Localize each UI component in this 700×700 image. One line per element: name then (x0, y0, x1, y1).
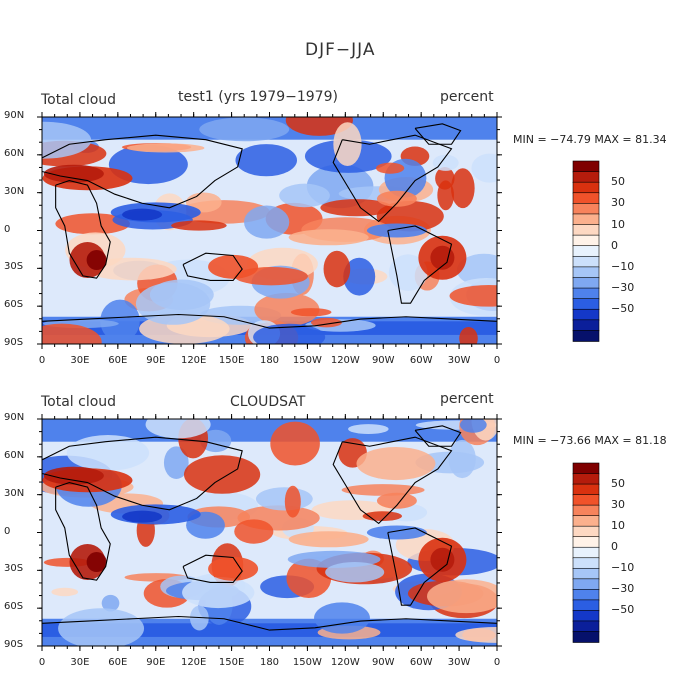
x-tick-label: 60E (108, 355, 128, 366)
y-tick-label: 0 (4, 223, 11, 235)
colorbar-swatch (572, 473, 600, 485)
colorbar-swatch (572, 578, 600, 591)
x-tick-label: 60E (108, 657, 128, 668)
y-tick-label: 30S (4, 261, 24, 273)
x-tick-label: 30W (447, 355, 471, 366)
x-tick-label: 90W (371, 355, 395, 366)
y-tick-label: 60N (4, 147, 25, 159)
colorbar-tick-label: 10 (611, 519, 625, 533)
colorbar-tick-label: 50 (611, 477, 625, 491)
panel-stats: MIN = −73.66 MAX = 81.18 (513, 434, 667, 447)
colorbar-swatch (572, 589, 600, 601)
y-tick-label: 60S (4, 601, 24, 613)
panel-units-label: percent (440, 89, 494, 105)
panel-stats: MIN = −74.79 MAX = 81.34 (513, 133, 667, 146)
colorbar-tick-label: −50 (611, 603, 635, 617)
x-tick-label: 120W (330, 355, 360, 366)
colorbar-swatch (572, 504, 600, 517)
colorbar-swatch (572, 494, 600, 506)
colorbar-swatch (572, 515, 600, 527)
y-tick-label: 30N (4, 185, 25, 197)
colorbar-swatch (572, 536, 600, 549)
colorbar-swatch (572, 620, 600, 633)
y-tick-label: 90N (4, 110, 25, 121)
colorbar-swatch (572, 557, 600, 570)
x-tick-label: 30E (70, 355, 90, 366)
x-tick-label: 120E (180, 657, 207, 668)
x-tick-label: 0 (38, 657, 46, 668)
colorbar-swatch (572, 525, 600, 538)
colorbar-swatch (572, 546, 600, 559)
colorbar-tick-label: −30 (611, 281, 635, 295)
colorbar-tick-label: 0 (611, 238, 618, 252)
x-tick-label: 60W (409, 355, 433, 366)
panel-variable-label: Total cloud (41, 92, 117, 108)
colorbar-swatch (572, 631, 600, 643)
colorbar-tick-label: −50 (611, 302, 635, 316)
colorbar-tick-label: −30 (611, 582, 635, 596)
panel-units-label: percent (440, 391, 494, 407)
y-tick-label: 90S (4, 639, 24, 650)
x-tick-label: 150E (218, 657, 245, 668)
panel-variable-label: Total cloud (41, 394, 117, 410)
colorbar-swatch (572, 483, 600, 496)
y-tick-label: 30S (4, 563, 24, 575)
x-tick-label: 150W (292, 355, 322, 366)
y-tick-label: 30N (4, 487, 25, 499)
y-tick-label: 0 (4, 525, 11, 537)
colorbar-swatch (572, 599, 600, 612)
x-tick-label: 120E (180, 355, 207, 366)
colorbar-tick-label: −10 (611, 259, 635, 273)
x-tick-label: 150W (292, 657, 322, 668)
colorbar-tick-label: 50 (611, 175, 625, 189)
y-tick-label: 90S (4, 337, 24, 348)
panel-center-title: test1 (yrs 1979−1979) (178, 89, 338, 105)
x-tick-label: 150E (218, 355, 245, 366)
figure-title: DJF−JJA (305, 40, 376, 60)
y-tick-label: 60N (4, 449, 25, 461)
y-tick-label: 60S (4, 299, 24, 311)
x-tick-label: 90E (146, 657, 166, 668)
colorbar-tick-label: 30 (611, 498, 625, 512)
x-tick-label: 0 (493, 355, 501, 366)
colorbar-tick-label: −10 (611, 561, 635, 575)
colorbar-tick-label: 0 (611, 540, 618, 554)
colorbar-tick-label: 30 (611, 196, 625, 210)
colorbar-swatch (572, 330, 600, 342)
x-tick-label: 0 (493, 657, 501, 668)
x-tick-label: 180 (259, 355, 280, 366)
x-tick-label: 90W (371, 657, 395, 668)
x-tick-label: 30W (447, 657, 471, 668)
colorbar-swatch (572, 462, 600, 475)
x-tick-label: 0 (38, 355, 46, 366)
panel-center-title: CLOUDSAT (230, 394, 306, 410)
colorbar-swatch (572, 567, 600, 580)
x-tick-label: 90E (146, 355, 166, 366)
x-tick-label: 30E (70, 657, 90, 668)
x-tick-label: 180 (259, 657, 280, 668)
x-tick-label: 120W (330, 657, 360, 668)
y-tick-label: 90N (4, 412, 25, 423)
colorbar-swatch (572, 610, 600, 622)
colorbar-tick-label: 10 (611, 217, 625, 231)
x-tick-label: 60W (409, 657, 433, 668)
